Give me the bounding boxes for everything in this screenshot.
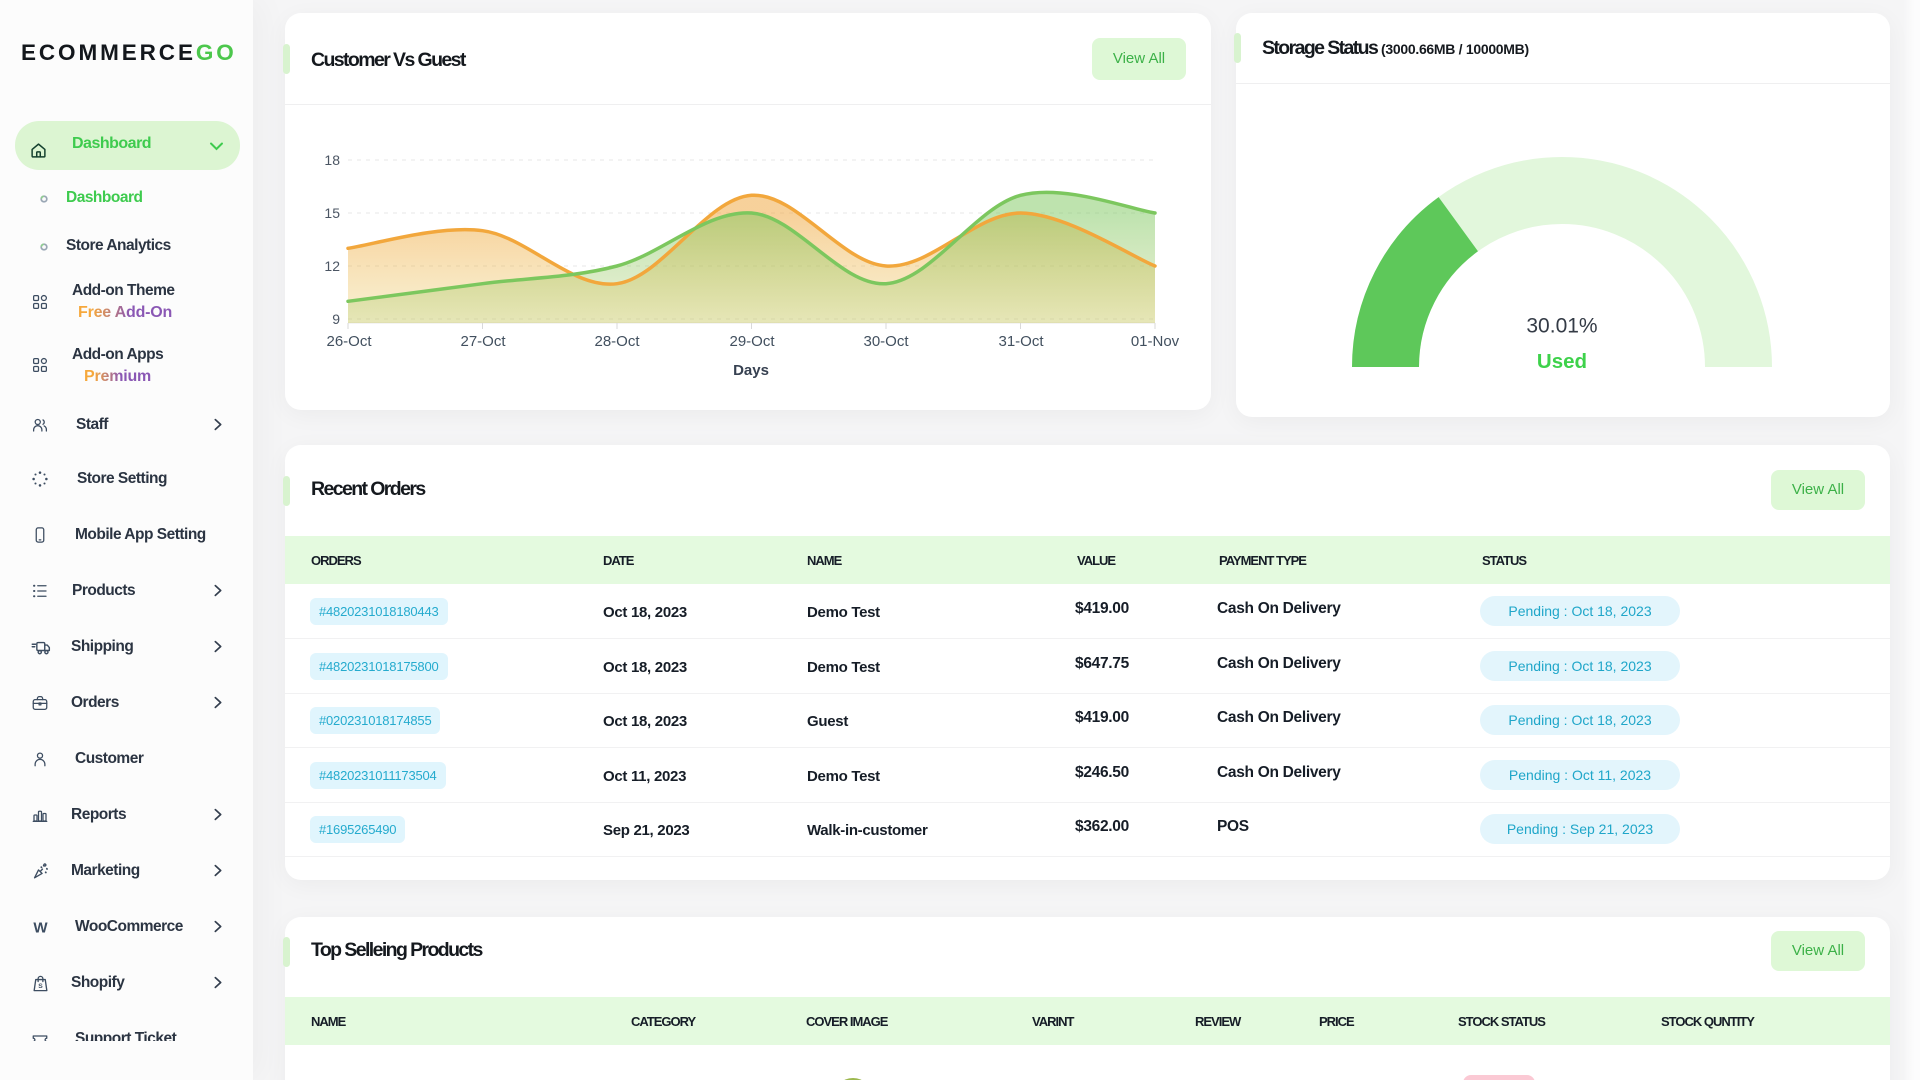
svg-text:S: S bbox=[38, 983, 43, 990]
svg-text:26-Oct: 26-Oct bbox=[326, 333, 372, 350]
svg-text:29-Oct: 29-Oct bbox=[729, 333, 775, 350]
svg-text:28-Oct: 28-Oct bbox=[594, 333, 640, 350]
svg-text:01-Nov: 01-Nov bbox=[1131, 333, 1180, 350]
svg-text:15: 15 bbox=[324, 205, 340, 221]
svg-text:30-Oct: 30-Oct bbox=[863, 333, 909, 350]
svg-text:27-Oct: 27-Oct bbox=[460, 333, 506, 350]
svg-text:ECOMMERCEGO: ECOMMERCEGO bbox=[21, 40, 237, 65]
svg-text:12: 12 bbox=[324, 258, 340, 274]
svg-text:Days: Days bbox=[733, 362, 769, 379]
svg-text:30.01%: 30.01% bbox=[1526, 315, 1597, 338]
svg-text:Used: Used bbox=[1537, 350, 1587, 373]
svg-text:18: 18 bbox=[324, 152, 340, 168]
svg-text:31-Oct: 31-Oct bbox=[998, 333, 1044, 350]
svg-text:9: 9 bbox=[332, 311, 340, 327]
svg-text:W: W bbox=[33, 919, 48, 936]
